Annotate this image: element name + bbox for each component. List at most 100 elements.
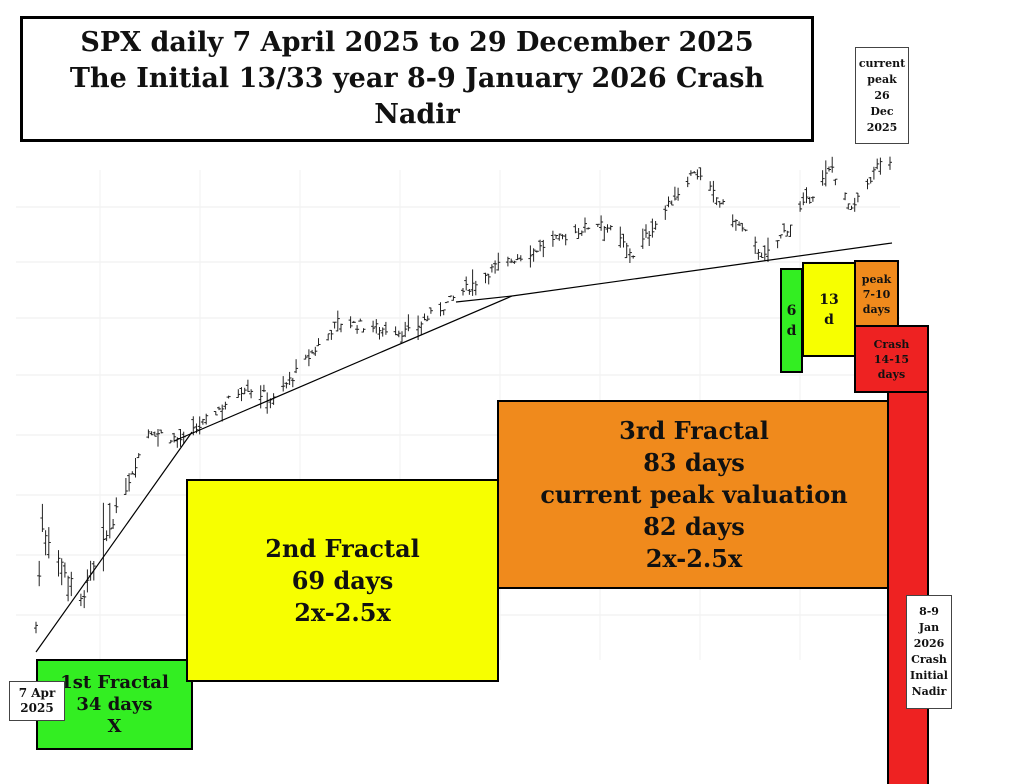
ohlc-bar bbox=[663, 205, 668, 220]
ohlc-bar bbox=[843, 192, 848, 201]
ohlc-bar bbox=[878, 157, 883, 175]
ohlc-bar bbox=[294, 359, 299, 374]
ohlc-bar bbox=[621, 233, 626, 248]
ohlc-bar bbox=[602, 226, 607, 242]
ohlc-bar bbox=[608, 225, 613, 231]
ohlc-bar bbox=[223, 401, 228, 410]
ohlc-bar bbox=[355, 325, 360, 334]
ohlc-bar bbox=[146, 429, 151, 439]
ohlc-bar bbox=[721, 199, 726, 205]
ohlc-bar bbox=[34, 621, 38, 634]
ohlc-bar bbox=[406, 314, 411, 332]
ohlc-bar bbox=[111, 519, 116, 529]
ohlc-bar bbox=[650, 218, 655, 238]
ohlc-bar bbox=[313, 346, 318, 356]
ohlc-bar bbox=[396, 330, 401, 338]
thirteen-day-box: 13 d bbox=[802, 262, 856, 357]
ohlc-bar bbox=[762, 245, 767, 261]
crash-days-box: Crash 14-15 days bbox=[854, 325, 929, 393]
ohlc-bar bbox=[830, 156, 835, 173]
ohlc-bar bbox=[130, 471, 135, 475]
ohlc-bar bbox=[101, 502, 106, 572]
ohlc-bar bbox=[579, 230, 584, 236]
ohlc-bar bbox=[204, 413, 209, 425]
ohlc-bar bbox=[827, 166, 831, 172]
ohlc-bar bbox=[509, 258, 514, 264]
ohlc-bar bbox=[640, 228, 645, 249]
ohlc-bar bbox=[695, 169, 700, 180]
ohlc-bar bbox=[489, 264, 494, 273]
ohlc-bar bbox=[351, 320, 356, 323]
ohlc-bar bbox=[374, 319, 379, 334]
nadir-label: 8-9 Jan 2026 Crash Initial Nadir bbox=[906, 595, 952, 709]
ohlc-bar bbox=[444, 301, 449, 304]
ohlc-bar bbox=[371, 320, 376, 333]
ohlc-bar bbox=[242, 387, 247, 395]
ohlc-bar bbox=[464, 276, 469, 291]
ohlc-bar bbox=[618, 226, 623, 248]
fractal-3-box: 3rd Fractal 83 days current peak valuati… bbox=[497, 400, 891, 589]
ohlc-bar bbox=[104, 530, 109, 542]
ohlc-bar bbox=[541, 239, 546, 258]
ohlc-bar bbox=[303, 354, 308, 360]
ohlc-bar bbox=[220, 404, 225, 422]
ohlc-bar bbox=[123, 478, 128, 495]
ohlc-bar bbox=[785, 230, 790, 237]
ohlc-bar bbox=[801, 192, 806, 206]
ohlc-bar bbox=[692, 171, 697, 174]
ohlc-bar bbox=[441, 309, 446, 316]
ohlc-bar bbox=[419, 321, 424, 336]
ohlc-bar bbox=[775, 240, 780, 249]
ohlc-bar bbox=[875, 158, 880, 170]
ohlc-bar bbox=[753, 236, 758, 254]
ohlc-bar bbox=[804, 187, 809, 204]
ohlc-bar bbox=[56, 550, 61, 577]
ohlc-bar bbox=[756, 249, 761, 260]
ohlc-bar bbox=[631, 255, 636, 259]
ohlc-bar bbox=[377, 327, 382, 340]
ohlc-bar bbox=[647, 231, 652, 246]
ohlc-bar bbox=[766, 237, 770, 262]
six-day-box: 6 d bbox=[780, 268, 803, 373]
ohlc-bar bbox=[644, 224, 648, 238]
ohlc-bar bbox=[348, 316, 353, 329]
ohlc-bar bbox=[798, 201, 803, 212]
ohlc-bar bbox=[217, 406, 221, 411]
ohlc-bar bbox=[226, 395, 231, 399]
ohlc-bar bbox=[62, 562, 67, 578]
ohlc-bar bbox=[563, 233, 568, 246]
ohlc-bar bbox=[329, 329, 334, 340]
ohlc-bar bbox=[583, 217, 587, 233]
ohlc-bar bbox=[554, 234, 559, 240]
ohlc-bar bbox=[46, 527, 51, 559]
ohlc-bar bbox=[515, 254, 520, 261]
ohlc-bar bbox=[676, 187, 681, 201]
ohlc-bar bbox=[438, 302, 443, 317]
ohlc-bar bbox=[287, 371, 292, 385]
ohlc-bar bbox=[714, 197, 719, 206]
peak-days-box: peak 7-10 days bbox=[854, 260, 899, 328]
ohlc-bar bbox=[78, 593, 83, 607]
ohlc-bar bbox=[852, 197, 857, 212]
ohlc-bar bbox=[69, 571, 74, 597]
ohlc-bar bbox=[833, 178, 838, 186]
ohlc-bar bbox=[149, 431, 154, 436]
ohlc-bar bbox=[258, 385, 263, 409]
ohlc-bar bbox=[534, 250, 539, 253]
ohlc-bar bbox=[159, 429, 164, 434]
ohlc-bar bbox=[284, 382, 289, 389]
ohlc-bar bbox=[332, 321, 337, 329]
ohlc-bar bbox=[528, 245, 533, 268]
ohlc-bar bbox=[339, 323, 343, 333]
ohlc-bar bbox=[595, 223, 600, 227]
ohlc-bar bbox=[518, 255, 523, 262]
fractal-2-box: 2nd Fractal 69 days 2x-2.5x bbox=[186, 479, 499, 682]
ohlc-bar bbox=[66, 575, 71, 602]
ohlc-bar bbox=[849, 205, 854, 210]
ohlc-bar bbox=[871, 166, 876, 180]
ohlc-bar bbox=[599, 215, 604, 231]
price-bars bbox=[34, 156, 892, 634]
ohlc-bar bbox=[281, 376, 286, 392]
ohlc-bar bbox=[249, 389, 254, 399]
ohlc-bar bbox=[245, 379, 250, 392]
